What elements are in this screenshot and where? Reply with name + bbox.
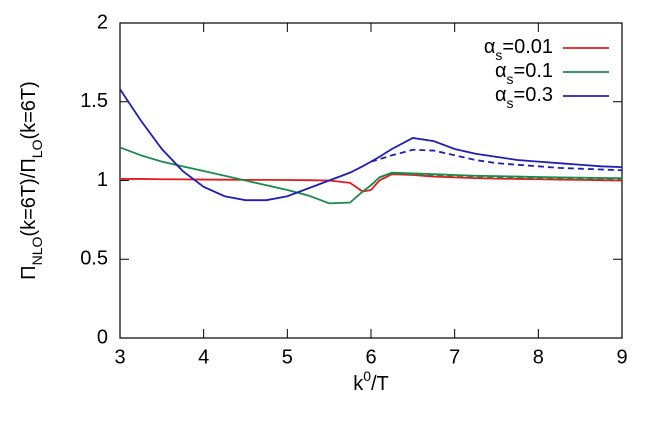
label-part: LO (29, 139, 45, 158)
label-part: NLO (29, 236, 45, 265)
x-tick-label: 8 (533, 346, 544, 368)
x-axis-label: k0/T (353, 368, 389, 396)
label-part: s (495, 47, 502, 63)
label-part: =0.1 (514, 60, 553, 82)
label-part: s (507, 95, 514, 111)
label-part: α (495, 60, 507, 82)
label-part: α (495, 84, 507, 106)
label-part: =0.3 (514, 84, 553, 106)
legend-label: αs=0.3 (495, 84, 553, 110)
label-part: 0 (363, 368, 371, 384)
label-part: Π (18, 265, 40, 279)
legend-label: αs=0.1 (495, 60, 553, 86)
y-axis-label: ΠNLO(k=6T)/ΠLO(k=6T) (18, 81, 44, 280)
y-tick-label: 0 (97, 326, 108, 348)
label-part: s (507, 71, 514, 87)
label-part: /T (371, 373, 389, 395)
legend-label: αs=0.01 (484, 36, 553, 62)
series-line (370, 148, 623, 172)
y-tick-label: 0.5 (80, 248, 108, 270)
series-line (119, 146, 623, 205)
x-tick-label: 9 (616, 346, 627, 368)
y-tick-label: 1 (97, 169, 108, 191)
x-tick-label: 6 (365, 346, 376, 368)
label-part: k (353, 373, 364, 395)
x-tick-label: 3 (114, 346, 125, 368)
label-part: (k=6T)/Π (18, 158, 40, 236)
label-part: =0.01 (502, 36, 553, 58)
y-tick-label: 1.5 (80, 90, 108, 112)
y-tick-label: 2 (97, 11, 108, 33)
x-tick-label: 7 (449, 346, 460, 368)
x-tick-label: 5 (282, 346, 293, 368)
x-tick-label: 4 (198, 346, 209, 368)
series-line (120, 173, 623, 193)
label-part: α (484, 36, 496, 58)
label-part: (k=6T) (18, 81, 40, 139)
